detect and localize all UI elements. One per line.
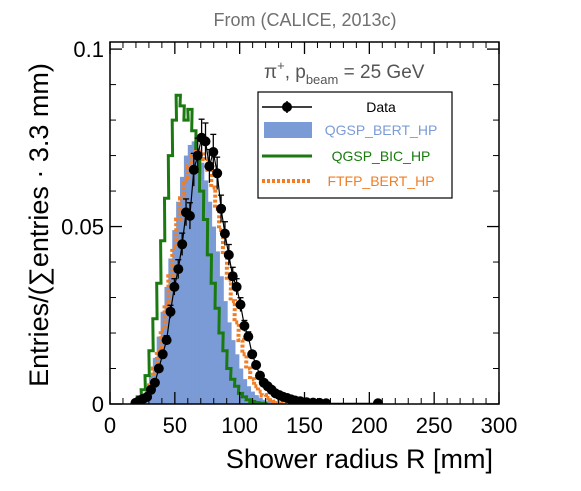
x-tick-label: 50	[163, 413, 187, 438]
histogram-bar-qgsp-bert-hp	[226, 322, 232, 404]
y-tick-label: 0.1	[73, 37, 104, 62]
legend-qgsp-bert-swatch	[264, 122, 312, 138]
y-tick-label: 0.05	[61, 215, 104, 240]
data-point	[165, 306, 176, 317]
data-point	[235, 299, 246, 310]
histogram-bar-qgsp-bert-hp	[238, 368, 244, 404]
histogram-bar-qgsp-bert-hp	[253, 395, 259, 404]
data-point	[161, 335, 172, 346]
histogram-bar-qgsp-bert-hp	[215, 251, 220, 404]
histogram-line-qgsp-bic-hp	[133, 93, 268, 404]
data-point	[192, 150, 203, 161]
legend-data-marker	[282, 102, 292, 112]
legend: Data QGSP_BERT_HP QGSP_BIC_HP FTFP_BERT_…	[257, 91, 453, 199]
histogram-bar-qgsp-bert-hp	[199, 162, 205, 404]
data-point	[243, 331, 254, 342]
data-point	[373, 398, 383, 404]
data-point	[157, 349, 168, 360]
y-tick-label: 0	[92, 392, 104, 417]
data-point	[321, 398, 332, 404]
legend-label-data: Data	[366, 99, 396, 115]
beam-annotation: π+, pbeam = 25 GeV	[264, 58, 425, 87]
x-tick-label: 250	[416, 413, 453, 438]
data-points-layer	[130, 118, 383, 404]
histogram-bar-qgsp-bert-hp	[176, 201, 182, 404]
data-point	[208, 147, 219, 157]
histogram-bar-qgsp-bert-hp	[257, 397, 263, 404]
histogram-bar-qgsp-bert-hp	[164, 286, 170, 404]
histogram-bar-qgsp-bert-hp	[191, 141, 197, 404]
data-point	[184, 210, 195, 221]
y-axis-label: Entries/(∑entries · 3.3 mm)	[24, 63, 54, 387]
annotation-charge: +	[277, 58, 285, 73]
data-point	[188, 164, 199, 175]
annotation-rest: = 25 GeV	[338, 62, 424, 83]
data-point	[200, 136, 211, 147]
histogram-bar-qgsp-bert-hp	[180, 176, 185, 404]
data-point	[216, 203, 227, 214]
histogram-bar-qgsp-bert-hp	[250, 391, 255, 404]
histogram-bar-qgsp-bert-hp	[218, 276, 224, 404]
histogram-bar-qgsp-bert-hp	[230, 340, 236, 404]
data-point	[212, 168, 223, 179]
histogram-bar-qgsp-bert-hp	[222, 301, 228, 404]
histogram-bar-qgsp-bert-hp	[242, 379, 248, 404]
data-point	[251, 360, 262, 370]
annotation-p-subscript: beam	[306, 72, 339, 87]
data-point	[204, 161, 215, 172]
histogram-bar-qgsp-bert-hp	[207, 201, 213, 404]
legend-label-qgsp-bic-hp: QGSP_BIC_HP	[332, 148, 431, 164]
histogram-bar-qgsp-bert-hp	[211, 226, 217, 404]
annotation-p: , p	[285, 62, 306, 83]
legend-label-ftfp-bert-hp: FTFP_BERT_HP	[327, 173, 434, 189]
histogram-bar-qgsp-bert-hp	[187, 144, 193, 404]
x-axis-label: Shower radius R [mm]	[226, 444, 493, 474]
data-point	[177, 239, 188, 250]
chart-title: From (CALICE, 2013c)	[213, 10, 396, 30]
x-tick-label: 300	[481, 413, 518, 438]
data-point	[169, 281, 180, 292]
data-point	[153, 363, 164, 374]
histogram-bar-qgsp-bert-hp	[195, 148, 201, 404]
histogram-bar-qgsp-bert-hp	[172, 230, 178, 404]
histogram-bar-qgsp-bert-hp	[183, 155, 189, 404]
x-tick-label: 100	[221, 413, 258, 438]
data-point	[223, 249, 234, 260]
data-point	[239, 320, 250, 331]
x-tick-label: 0	[104, 413, 116, 438]
histogram-bar-qgsp-bert-hp	[168, 258, 174, 404]
histogram-bar-qgsp-bert-hp	[234, 354, 240, 404]
histogram-bar-qgsp-bert-hp	[203, 180, 209, 404]
data-point	[247, 349, 258, 360]
data-point	[173, 264, 184, 275]
x-tick-label: 150	[286, 413, 323, 438]
legend-label-qgsp-bert-hp: QGSP_BERT_HP	[325, 122, 438, 138]
histogram-bar-qgsp-bert-hp	[246, 386, 252, 404]
x-tick-label: 200	[351, 413, 388, 438]
data-point	[231, 281, 242, 292]
data-point	[219, 228, 230, 239]
histogram-bar-qgsp-bert-hp	[265, 401, 271, 404]
data-point	[149, 377, 160, 388]
ticks-layer: 0 50 100 150 200 250 300 0 0.05 0.1	[61, 37, 517, 438]
annotation-particle: π	[264, 62, 277, 83]
